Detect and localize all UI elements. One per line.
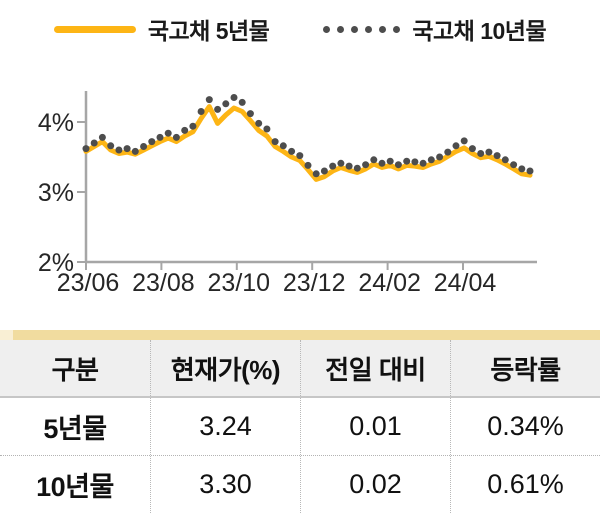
row-label-5yr: 5년물 xyxy=(43,414,107,444)
cell-current-10yr: 3.30 xyxy=(150,456,300,513)
svg-text:2%: 2% xyxy=(38,249,74,277)
svg-text:23/12: 23/12 xyxy=(283,269,346,297)
series-10yr-dots xyxy=(82,94,534,178)
svg-text:23/10: 23/10 xyxy=(208,269,271,297)
legend-item-5yr: 국고채 5년물 xyxy=(53,12,270,46)
svg-text:23/06: 23/06 xyxy=(57,269,120,297)
row-label-10yr: 10년물 xyxy=(36,472,114,502)
header-change: 전일 대비 xyxy=(300,340,450,396)
svg-text:24/04: 24/04 xyxy=(434,269,497,297)
table-header-row: 구분 현재가(%) 전일 대비 등락률 xyxy=(0,340,600,398)
header-current: 현재가(%) xyxy=(150,340,300,396)
table-row: 10년물 3.30 0.02 0.61% xyxy=(0,455,600,513)
cell-rate-5yr: 0.34% xyxy=(450,398,600,455)
y-axis-tick-labels: 4% 3% 2% xyxy=(38,109,74,277)
x-axis-tick-labels: 23/06 23/08 23/10 23/12 24/02 24/04 xyxy=(57,269,497,297)
header-category: 구분 xyxy=(51,354,99,385)
table-accent-bar xyxy=(0,330,600,340)
series-5yr-line xyxy=(83,104,533,182)
cell-current-5yr: 3.24 xyxy=(150,398,300,455)
svg-text:3%: 3% xyxy=(38,179,74,207)
legend-item-10yr: 국고채 10년물 xyxy=(323,12,547,46)
header-change-rate: 등락률 xyxy=(450,340,600,396)
cell-rate-10yr: 0.61% xyxy=(450,456,600,513)
cell-change-10yr: 0.02 xyxy=(300,456,450,513)
legend-label-5yr: 국고채 5년물 xyxy=(147,18,270,44)
svg-text:24/02: 24/02 xyxy=(358,269,421,297)
table-row: 5년물 3.24 0.01 0.34% xyxy=(0,398,600,455)
chart-legend: 국고채 5년물 국고채 10년물 xyxy=(0,0,600,58)
chart-axes xyxy=(77,91,537,270)
solid-line-swatch-icon xyxy=(53,25,136,33)
yield-chart: 4% 3% 2% 23/06 23/08 23/10 23/12 24/02 24/04 xyxy=(0,58,600,310)
svg-text:4%: 4% xyxy=(38,109,74,137)
yield-chart-svg: 4% 3% 2% 23/06 23/08 23/10 23/12 24/02 24/04 xyxy=(38,91,537,297)
cell-change-5yr: 0.01 xyxy=(300,398,450,455)
bond-summary-table: 구분 현재가(%) 전일 대비 등락률 5년물 3.24 0.01 0.34% … xyxy=(0,330,600,513)
svg-text:23/08: 23/08 xyxy=(132,269,195,297)
legend-label-10yr: 국고채 10년물 xyxy=(412,18,547,44)
dotted-line-swatch-icon xyxy=(323,25,401,33)
